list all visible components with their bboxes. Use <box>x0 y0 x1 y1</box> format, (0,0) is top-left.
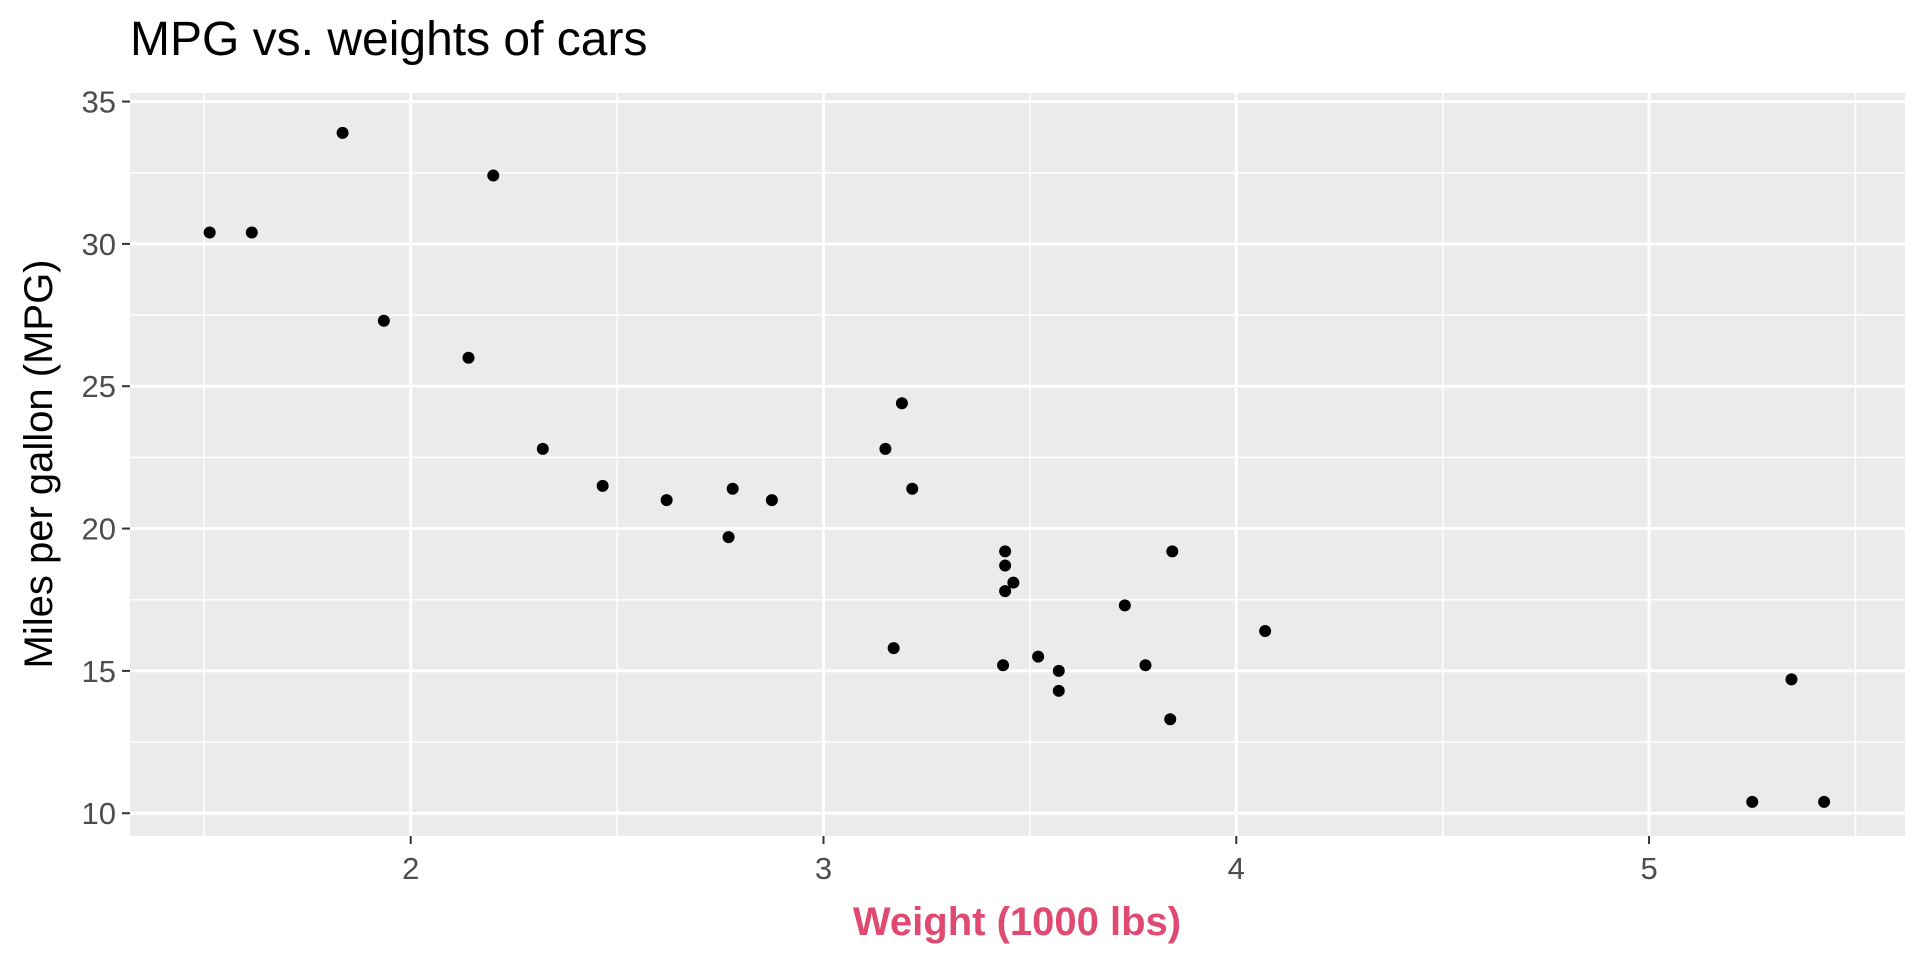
y-tick-label: 20 <box>82 512 116 547</box>
data-point <box>1052 684 1065 697</box>
data-point <box>596 479 609 492</box>
data-point <box>1259 625 1272 638</box>
data-point <box>887 642 900 655</box>
data-point <box>879 442 892 455</box>
major-grid <box>130 93 1905 836</box>
data-point <box>1118 599 1131 612</box>
x-tick-label: 3 <box>815 851 832 886</box>
data-point <box>895 397 908 410</box>
data-point <box>1785 673 1798 686</box>
data-point <box>377 314 390 327</box>
data-point <box>999 585 1012 598</box>
data-point <box>1166 545 1179 558</box>
y-tick-label: 35 <box>82 85 116 120</box>
data-point <box>999 545 1012 558</box>
minor-grid <box>130 93 1905 836</box>
data-point <box>536 442 549 455</box>
chart-title: MPG vs. weights of cars <box>130 13 647 66</box>
y-axis: 10 15 20 25 30 35 <box>82 85 130 831</box>
data-point <box>487 169 500 182</box>
data-point <box>722 531 735 544</box>
data-point <box>999 559 1012 572</box>
y-axis-label: Miles per gallon (MPG) <box>17 259 61 668</box>
data-point <box>1746 795 1759 808</box>
data-point <box>997 659 1010 672</box>
y-tick-label: 10 <box>82 796 116 831</box>
data-point <box>1052 664 1065 677</box>
data-point <box>1164 713 1177 726</box>
y-tick-label: 30 <box>82 227 116 262</box>
data-point <box>906 482 919 495</box>
data-point <box>726 482 739 495</box>
y-tick-label: 15 <box>82 654 116 689</box>
data-point <box>462 351 475 364</box>
data-points <box>203 126 1831 808</box>
data-point <box>336 126 349 139</box>
data-point <box>203 226 216 239</box>
data-point <box>245 226 258 239</box>
data-point <box>765 494 778 507</box>
x-tick-label: 5 <box>1640 851 1657 886</box>
data-point <box>1139 659 1152 672</box>
x-tick-label: 4 <box>1228 851 1245 886</box>
x-tick-label: 2 <box>402 851 419 886</box>
data-point <box>1818 795 1831 808</box>
data-point <box>1032 650 1045 663</box>
data-point <box>1007 576 1020 589</box>
data-point <box>660 494 673 507</box>
x-axis-label: Weight (1000 lbs) <box>853 900 1181 944</box>
plot-panel <box>130 93 1905 836</box>
x-axis: 2 3 4 5 <box>402 836 1658 886</box>
y-tick-label: 25 <box>82 369 116 404</box>
